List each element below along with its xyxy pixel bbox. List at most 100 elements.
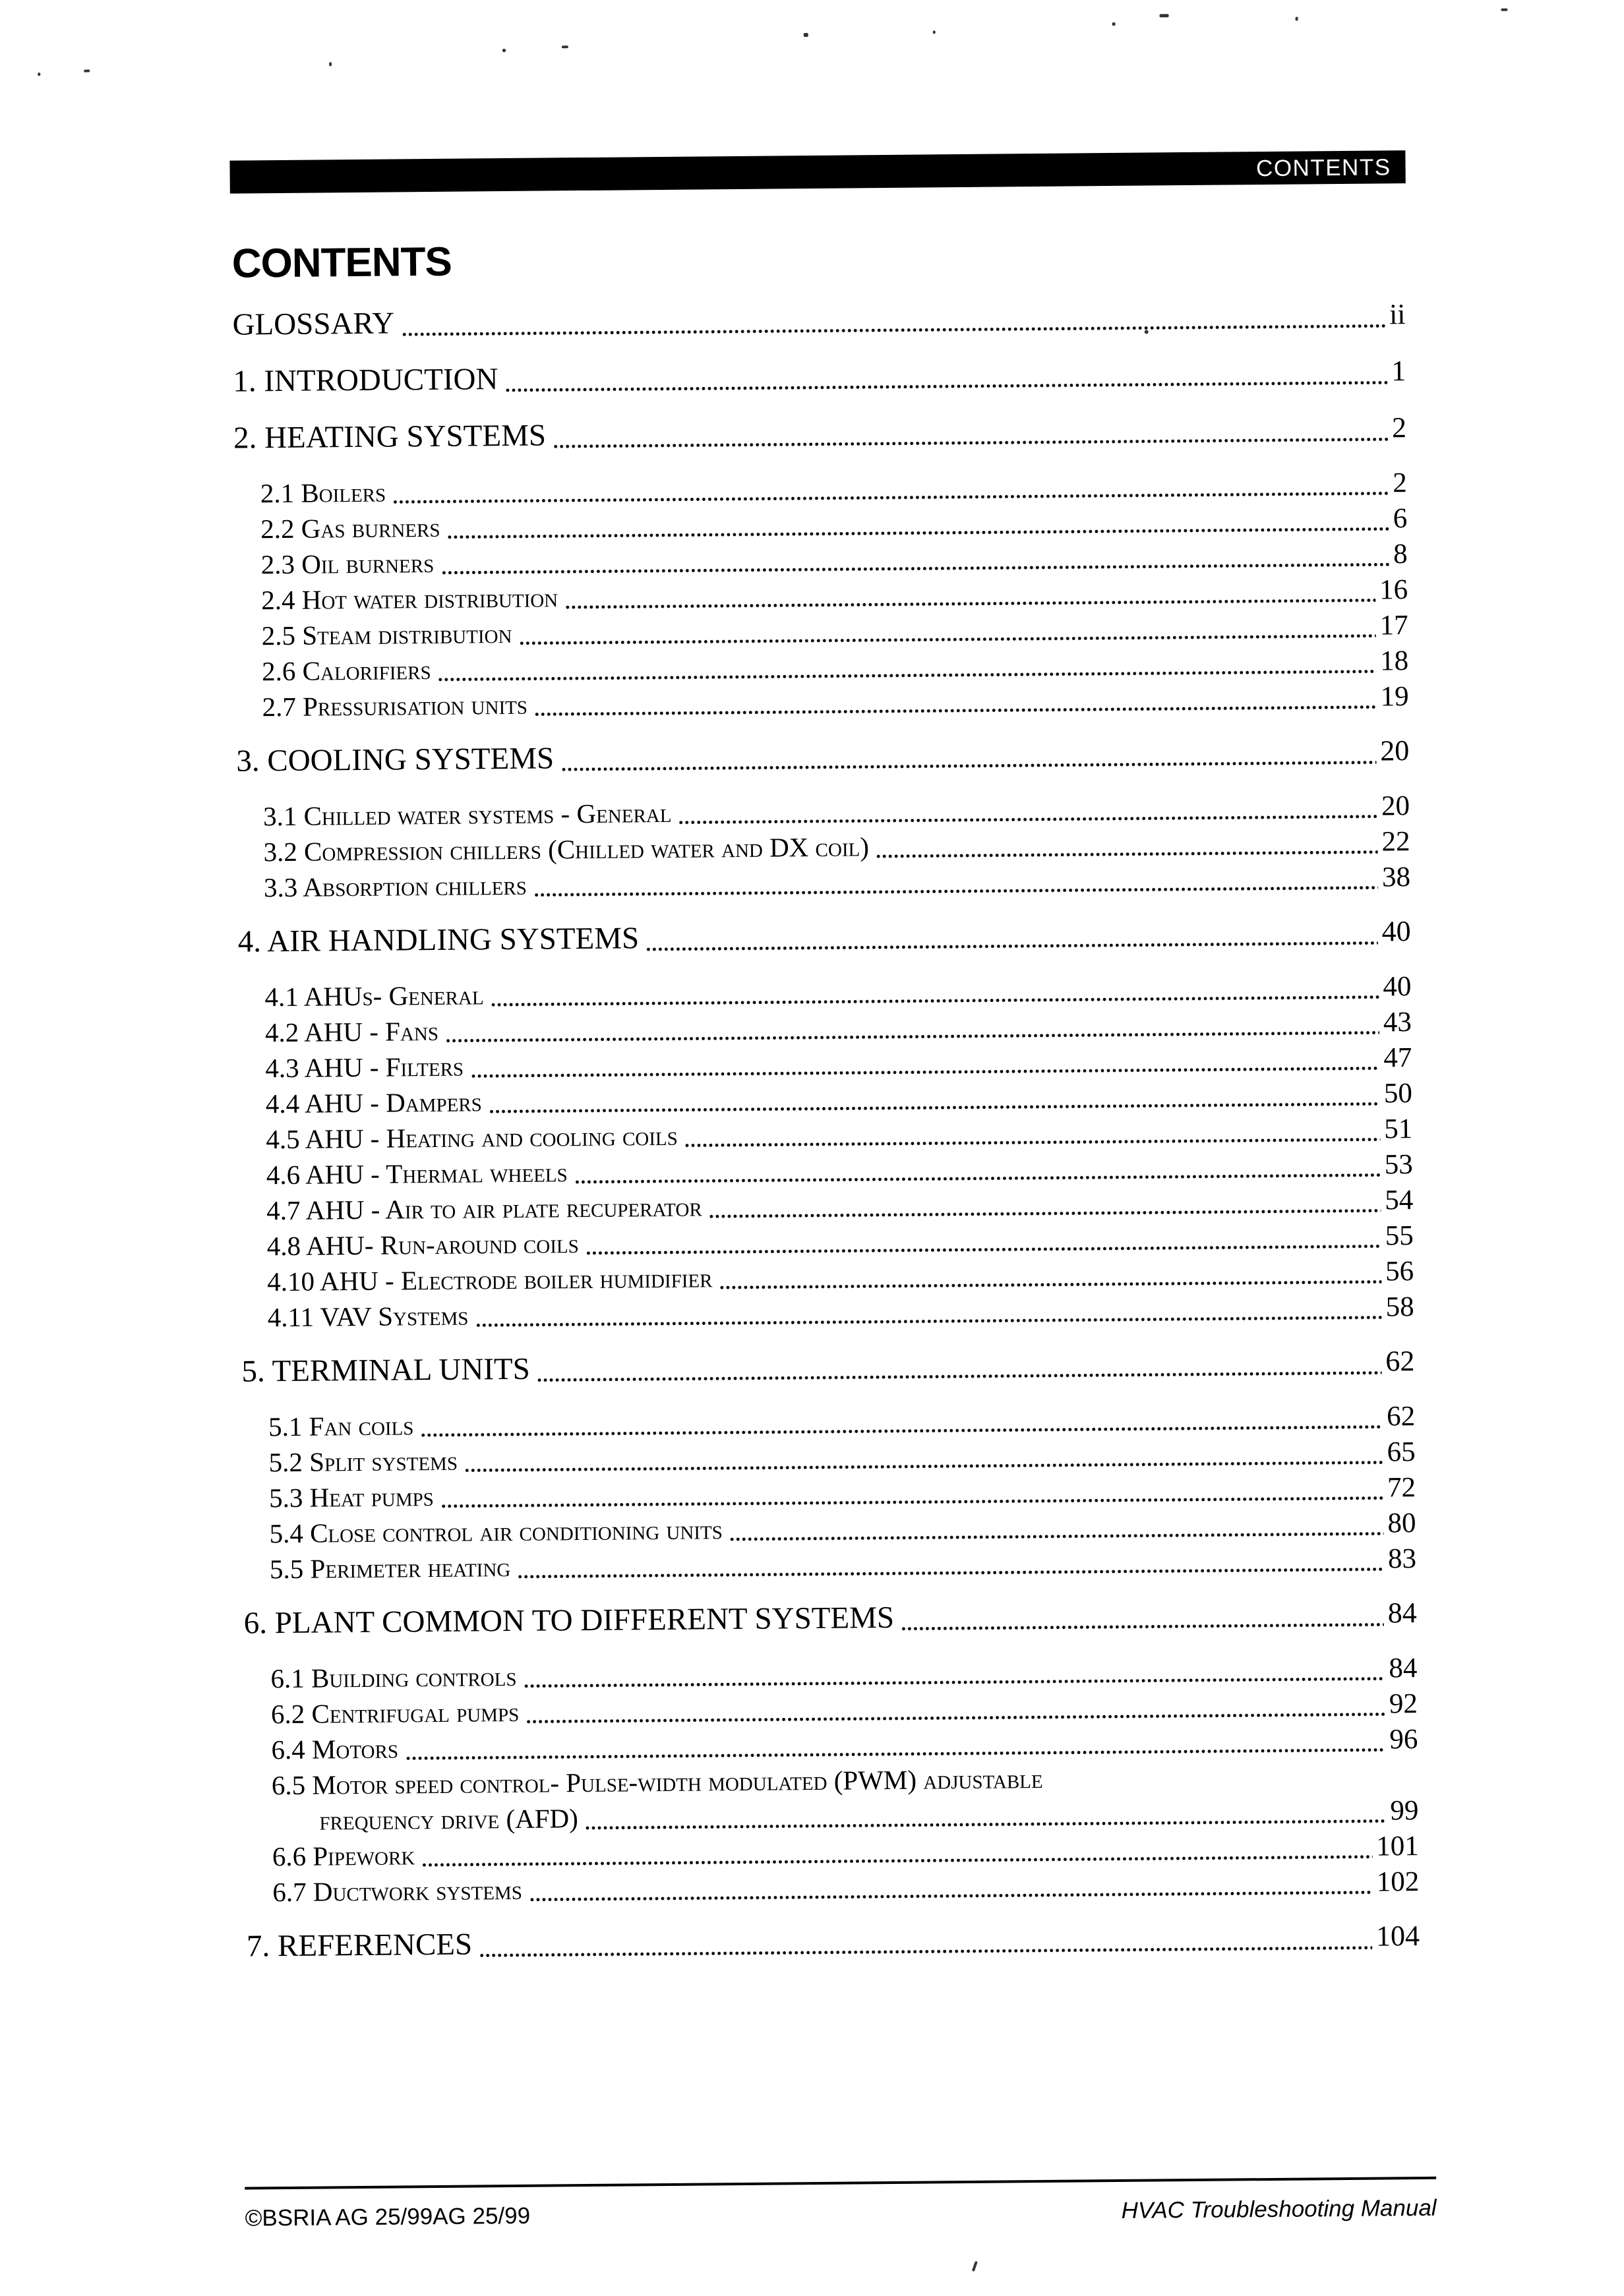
toc-entry-label: 5.5 Perimeter heating — [269, 1552, 511, 1585]
scan-noise — [1159, 14, 1169, 18]
toc-leader-dots — [526, 1712, 1386, 1724]
toc-page-number: 8 — [1393, 539, 1408, 570]
toc-page-number: 84 — [1387, 1597, 1417, 1630]
toc-entry-label: 2.7 Pressurisation units — [262, 689, 528, 722]
toc-entry: 3. COOLING SYSTEMS 20 — [236, 732, 1409, 780]
toc-page-number: 58 — [1385, 1291, 1414, 1323]
toc-page-number: 47 — [1383, 1042, 1412, 1074]
scan-noise — [932, 30, 936, 34]
toc-leader-dots — [708, 1208, 1381, 1219]
toc-entry-label: 4.6 AHU - Thermal wheels — [266, 1157, 568, 1191]
toc-page-number: 6 — [1393, 503, 1408, 535]
toc-entry-label: 2.4 Hot water distribution — [261, 582, 558, 616]
toc-page-number: 1 — [1391, 355, 1406, 388]
footer: ©BSRIA AG 25/99AG 25/99 HVAC Troubleshoo… — [245, 2176, 1437, 2232]
toc-leader-dots — [490, 995, 1379, 1007]
toc-page-number: 84 — [1389, 1653, 1418, 1684]
toc-leader-dots — [719, 1280, 1382, 1290]
toc-entry-label: 1. INTRODUCTION — [233, 362, 498, 399]
toc-page-number: 96 — [1389, 1724, 1418, 1755]
toc-page-number: 40 — [1383, 971, 1412, 1003]
toc-leader-dots — [470, 1066, 1380, 1078]
toc-content: CONTENTS GLOSSARY ii 1. INTRODUCTION 1 2… — [231, 232, 1420, 1984]
scan-noise — [1112, 22, 1116, 26]
toc-entry-label: 5.4 Close control air conditioning units — [269, 1514, 723, 1549]
toc-leader-dots — [584, 1819, 1387, 1831]
toc-entry-label: 5. TERMINAL UNITS — [241, 1351, 530, 1389]
toc-leader-dots — [440, 562, 1390, 575]
toc-leader-dots — [564, 598, 1376, 610]
toc-page-number: 55 — [1385, 1220, 1414, 1252]
toc-page-number: 38 — [1381, 862, 1411, 893]
scan-noise — [84, 69, 90, 73]
scan-noise — [1501, 8, 1508, 11]
toc-entry-label: GLOSSARY — [232, 306, 395, 342]
toc-entry-label: 6.4 Motors — [271, 1733, 399, 1765]
toc-leader-dots — [446, 527, 1389, 539]
footer-copyright: ©BSRIA AG 25/99AG 25/99 — [245, 2202, 531, 2231]
toc-page-number: 62 — [1386, 1401, 1416, 1432]
toc-entry-label: 2.3 Oil burners — [260, 547, 435, 580]
toc-entry-label: 4.3 AHU - Filters — [265, 1051, 464, 1084]
toc-entry-label: 4. AIR HANDLING SYSTEMS — [237, 921, 640, 959]
toc-leader-dots — [518, 633, 1376, 645]
toc-page-number: 43 — [1383, 1007, 1412, 1038]
toc-leader-dots — [574, 1173, 1381, 1185]
scan-noise — [502, 48, 506, 53]
footer-manual-title: HVAC Troubleshooting Manual — [1121, 2194, 1437, 2223]
toc-leader-dots — [517, 1567, 1385, 1579]
toc-entry-label: 7. REFERENCES — [246, 1927, 473, 1964]
toc-entry-label: 4.5 AHU - Heating and cooling coils — [266, 1120, 678, 1155]
scan-noise — [803, 32, 808, 38]
toc-entry-label: 6.1 Building controls — [270, 1661, 517, 1694]
toc-leader-dots — [901, 1622, 1384, 1631]
toc-entry-label: 6.2 Centrifugal pumps — [270, 1696, 520, 1730]
toc-page-number: 99 — [1390, 1795, 1419, 1827]
toc-list: GLOSSARY ii 1. INTRODUCTION 1 2. HEATING… — [232, 295, 1420, 1965]
scan-noise — [971, 2260, 978, 2272]
toc-page-number: 92 — [1389, 1688, 1418, 1720]
header-bar-label: CONTENTS — [1255, 154, 1391, 181]
toc-entry: GLOSSARY ii — [232, 295, 1405, 344]
toc-leader-dots — [488, 1102, 1380, 1114]
toc-leader-dots — [534, 705, 1377, 717]
toc-entry-label: 4.10 AHU - Electrode boiler humidifier — [267, 1262, 713, 1297]
toc-page-number: 54 — [1385, 1185, 1414, 1216]
toc-leader-dots — [475, 1315, 1382, 1328]
header-bar: CONTENTS — [229, 150, 1406, 194]
toc-entry-label: 5.2 Split systems — [268, 1445, 458, 1478]
toc-page-number: 2 — [1391, 411, 1407, 444]
toc-page-number: 83 — [1387, 1543, 1417, 1575]
toc-leader-dots — [684, 1137, 1381, 1148]
toc-leader-dots — [421, 1854, 1373, 1868]
toc-entry-label: 3.3 Absorption chillers — [263, 869, 527, 903]
scan-noise — [329, 62, 332, 67]
toc-leader-dots — [875, 850, 1378, 859]
toc-entry-label: 2. HEATING SYSTEMS — [233, 418, 547, 456]
toc-leader-dots — [464, 1460, 1383, 1473]
toc-page-number: 17 — [1379, 610, 1408, 641]
toc-entry-label: 6.5 Motor speed control- Pulse-width mod… — [271, 1763, 1043, 1801]
toc-entry-label: 3.1 Chilled water systems - General — [262, 797, 672, 832]
scan-noise — [38, 73, 41, 76]
toc-leader-dots — [536, 1370, 1382, 1382]
toc-leader-dots — [523, 1676, 1385, 1688]
page-title: CONTENTS — [231, 239, 452, 287]
toc-entry-label: 4.8 AHU- Run-around coils — [266, 1228, 579, 1262]
toc-leader-dots — [533, 885, 1379, 897]
toc-entry: 4. AIR HANDLING SYSTEMS 40 — [238, 912, 1411, 961]
toc-entry: 2. HEATING SYSTEMS 2 — [233, 409, 1406, 457]
toc-leader-dots — [678, 814, 1378, 825]
toc-page-number: 101 — [1376, 1831, 1420, 1862]
toc-leader-dots — [401, 324, 1386, 337]
toc-page-number: 65 — [1387, 1436, 1416, 1468]
toc-leader-dots — [553, 437, 1389, 449]
toc-leader-dots — [585, 1244, 1381, 1256]
toc-page-number: 102 — [1376, 1866, 1420, 1898]
toc-page-number: 56 — [1385, 1256, 1414, 1287]
toc-leader-dots — [437, 669, 1377, 682]
toc-leader-dots — [729, 1531, 1384, 1542]
toc-entry: 1. INTRODUCTION 1 — [233, 352, 1406, 401]
toc-page-number: 40 — [1381, 915, 1411, 948]
